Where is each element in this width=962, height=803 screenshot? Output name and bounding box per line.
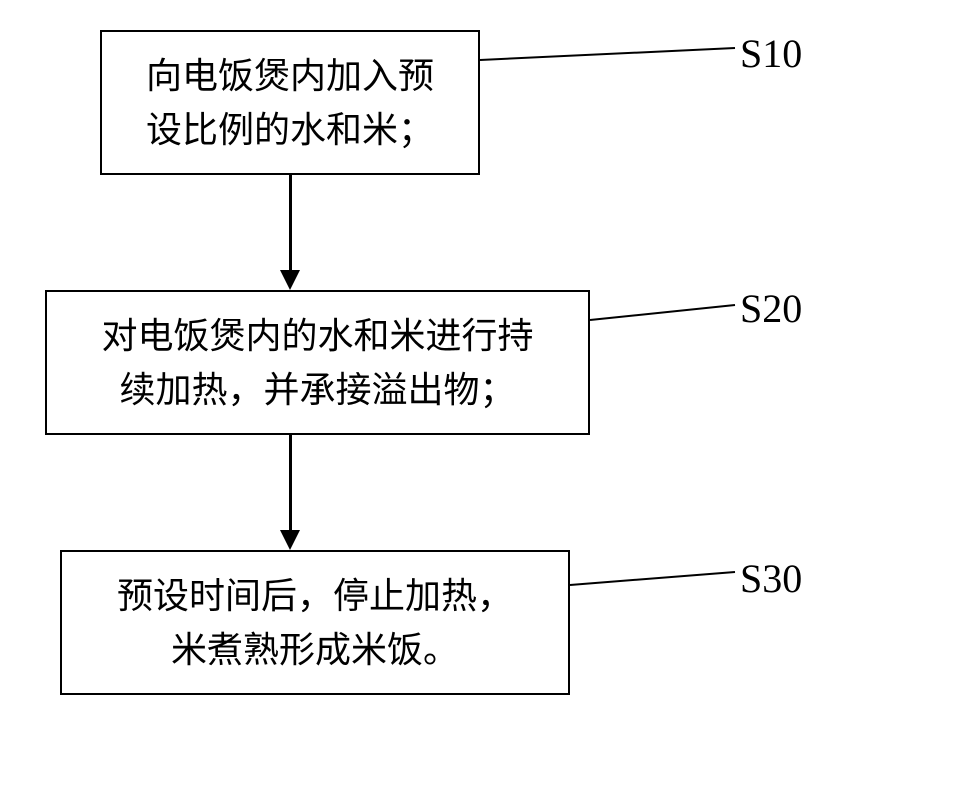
- s30-line2: 米煮熟形成米饭。: [171, 630, 459, 670]
- flow-node-s10-text: 向电饭煲内加入预 设比例的水和米；: [146, 49, 434, 157]
- label-s20: S20: [740, 285, 802, 332]
- s10-line1: 向电饭煲内加入预: [146, 56, 434, 96]
- flow-node-s10: 向电饭煲内加入预 设比例的水和米；: [100, 30, 480, 175]
- flowchart-canvas: 向电饭煲内加入预 设比例的水和米； S10 对电饭煲内的水和米进行持 续加热，并…: [0, 0, 962, 803]
- arrow-s10-s20-head: [280, 270, 300, 290]
- s10-line2: 设比例的水和米；: [146, 110, 434, 150]
- flow-node-s30: 预设时间后，停止加热， 米煮熟形成米饭。: [60, 550, 570, 695]
- flow-node-s30-text: 预设时间后，停止加热， 米煮熟形成米饭。: [117, 569, 513, 677]
- arrow-s20-s30-line: [289, 435, 292, 530]
- arrow-s20-s30-head: [280, 530, 300, 550]
- s20-line2: 续加热，并承接溢出物；: [119, 370, 515, 410]
- flow-node-s20-text: 对电饭煲内的水和米进行持 续加热，并承接溢出物；: [101, 309, 533, 417]
- flow-node-s20: 对电饭煲内的水和米进行持 续加热，并承接溢出物；: [45, 290, 590, 435]
- label-s30: S30: [740, 555, 802, 602]
- arrow-s10-s20-line: [289, 175, 292, 270]
- s20-line1: 对电饭煲内的水和米进行持: [101, 316, 533, 356]
- label-s10: S10: [740, 30, 802, 77]
- s30-line1: 预设时间后，停止加热，: [117, 576, 513, 616]
